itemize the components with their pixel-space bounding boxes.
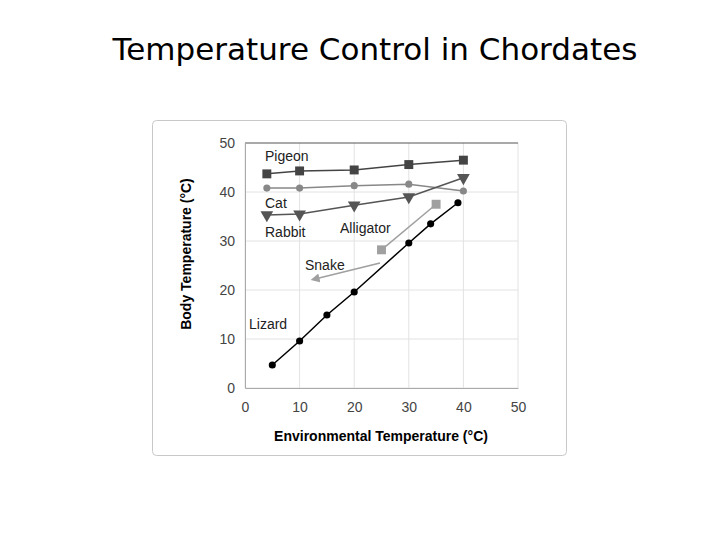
series-label: Pigeon	[265, 148, 309, 164]
grid-line-x	[299, 143, 300, 388]
series-label: Rabbit	[265, 224, 306, 240]
series-marker	[351, 288, 358, 295]
chart: Temperature Control in Chordates 0 10 20 30 4…	[0, 0, 720, 540]
x-tick: 20	[347, 388, 363, 415]
x-tick-label: 30	[402, 399, 418, 415]
y-tick: 0	[227, 380, 245, 396]
grid-line-x	[245, 143, 246, 388]
series-marker	[454, 199, 461, 206]
x-tick-label: 40	[456, 399, 472, 415]
y-tick-label: 20	[219, 282, 235, 298]
series-marker	[457, 174, 470, 185]
series-marker	[295, 166, 304, 175]
series-marker	[260, 211, 273, 222]
series-label: Lizard	[249, 316, 287, 332]
y-tick-label: 40	[219, 184, 235, 200]
series-marker	[262, 169, 271, 178]
x-tick: 40	[456, 388, 472, 415]
series-marker	[405, 181, 412, 188]
series-label: Snake	[305, 257, 345, 273]
x-axis: 0 10 20 30 40 50	[242, 388, 527, 415]
y-axis: 0 10 20 30 40 50	[219, 135, 245, 396]
series-marker	[263, 185, 270, 192]
y-tick-label: 0	[227, 380, 235, 396]
series-marker	[459, 156, 468, 165]
grid-line-y	[245, 388, 518, 389]
title: Temperature Control in Chordates	[112, 31, 638, 67]
annotation: Alligator	[340, 220, 391, 236]
x-axis-label: Environmental Temperature (°C)	[274, 428, 488, 444]
y-tick: 50	[219, 135, 245, 151]
series-marker	[323, 311, 330, 318]
grid-line-x	[518, 143, 519, 388]
y-tick: 40	[219, 184, 245, 200]
series-marker	[293, 210, 306, 221]
series-line	[267, 178, 464, 215]
y-tick-label: 50	[219, 135, 235, 151]
x-axis-line	[246, 388, 519, 389]
grid-line-y	[245, 192, 518, 193]
pointer-arrow	[315, 263, 380, 279]
x-tick: 0	[242, 388, 250, 415]
grid-line-y	[245, 339, 518, 340]
series-marker	[402, 193, 415, 204]
series-marker	[404, 160, 413, 169]
x-tick-label: 50	[511, 399, 527, 415]
x-tick: 30	[402, 388, 418, 415]
grid-line-y	[245, 143, 518, 144]
series-marker	[348, 202, 361, 213]
series-marker	[427, 220, 434, 227]
y-tick: 20	[219, 282, 245, 298]
y-tick-label: 10	[219, 331, 235, 347]
grid-line-y	[245, 241, 518, 242]
x-tick-label: 10	[292, 399, 308, 415]
y-axis-line	[245, 144, 246, 389]
x-tick-label: 20	[347, 399, 363, 415]
series-marker	[405, 239, 412, 246]
series-label: Cat	[265, 195, 287, 211]
series-marker	[296, 185, 303, 192]
series-marker	[460, 187, 467, 194]
chart-frame	[153, 121, 567, 456]
plot-area	[260, 156, 469, 369]
grid-line-x	[408, 143, 409, 388]
y-tick: 30	[219, 233, 245, 249]
x-tick-label: 0	[242, 399, 250, 415]
grid-line-y	[245, 290, 518, 291]
series-marker	[432, 200, 441, 209]
series-marker	[350, 165, 359, 174]
series-marker	[351, 182, 358, 189]
grid	[245, 143, 518, 388]
series-marker	[377, 245, 386, 254]
y-tick: 10	[219, 331, 245, 347]
x-tick: 10	[292, 388, 308, 415]
series-marker	[269, 361, 276, 368]
y-tick-label: 30	[219, 233, 235, 249]
series-marker	[296, 337, 303, 344]
grid-line-x	[354, 143, 355, 388]
y-axis-label: Body Temperature (°C)	[178, 178, 194, 330]
x-tick: 50	[511, 388, 527, 415]
